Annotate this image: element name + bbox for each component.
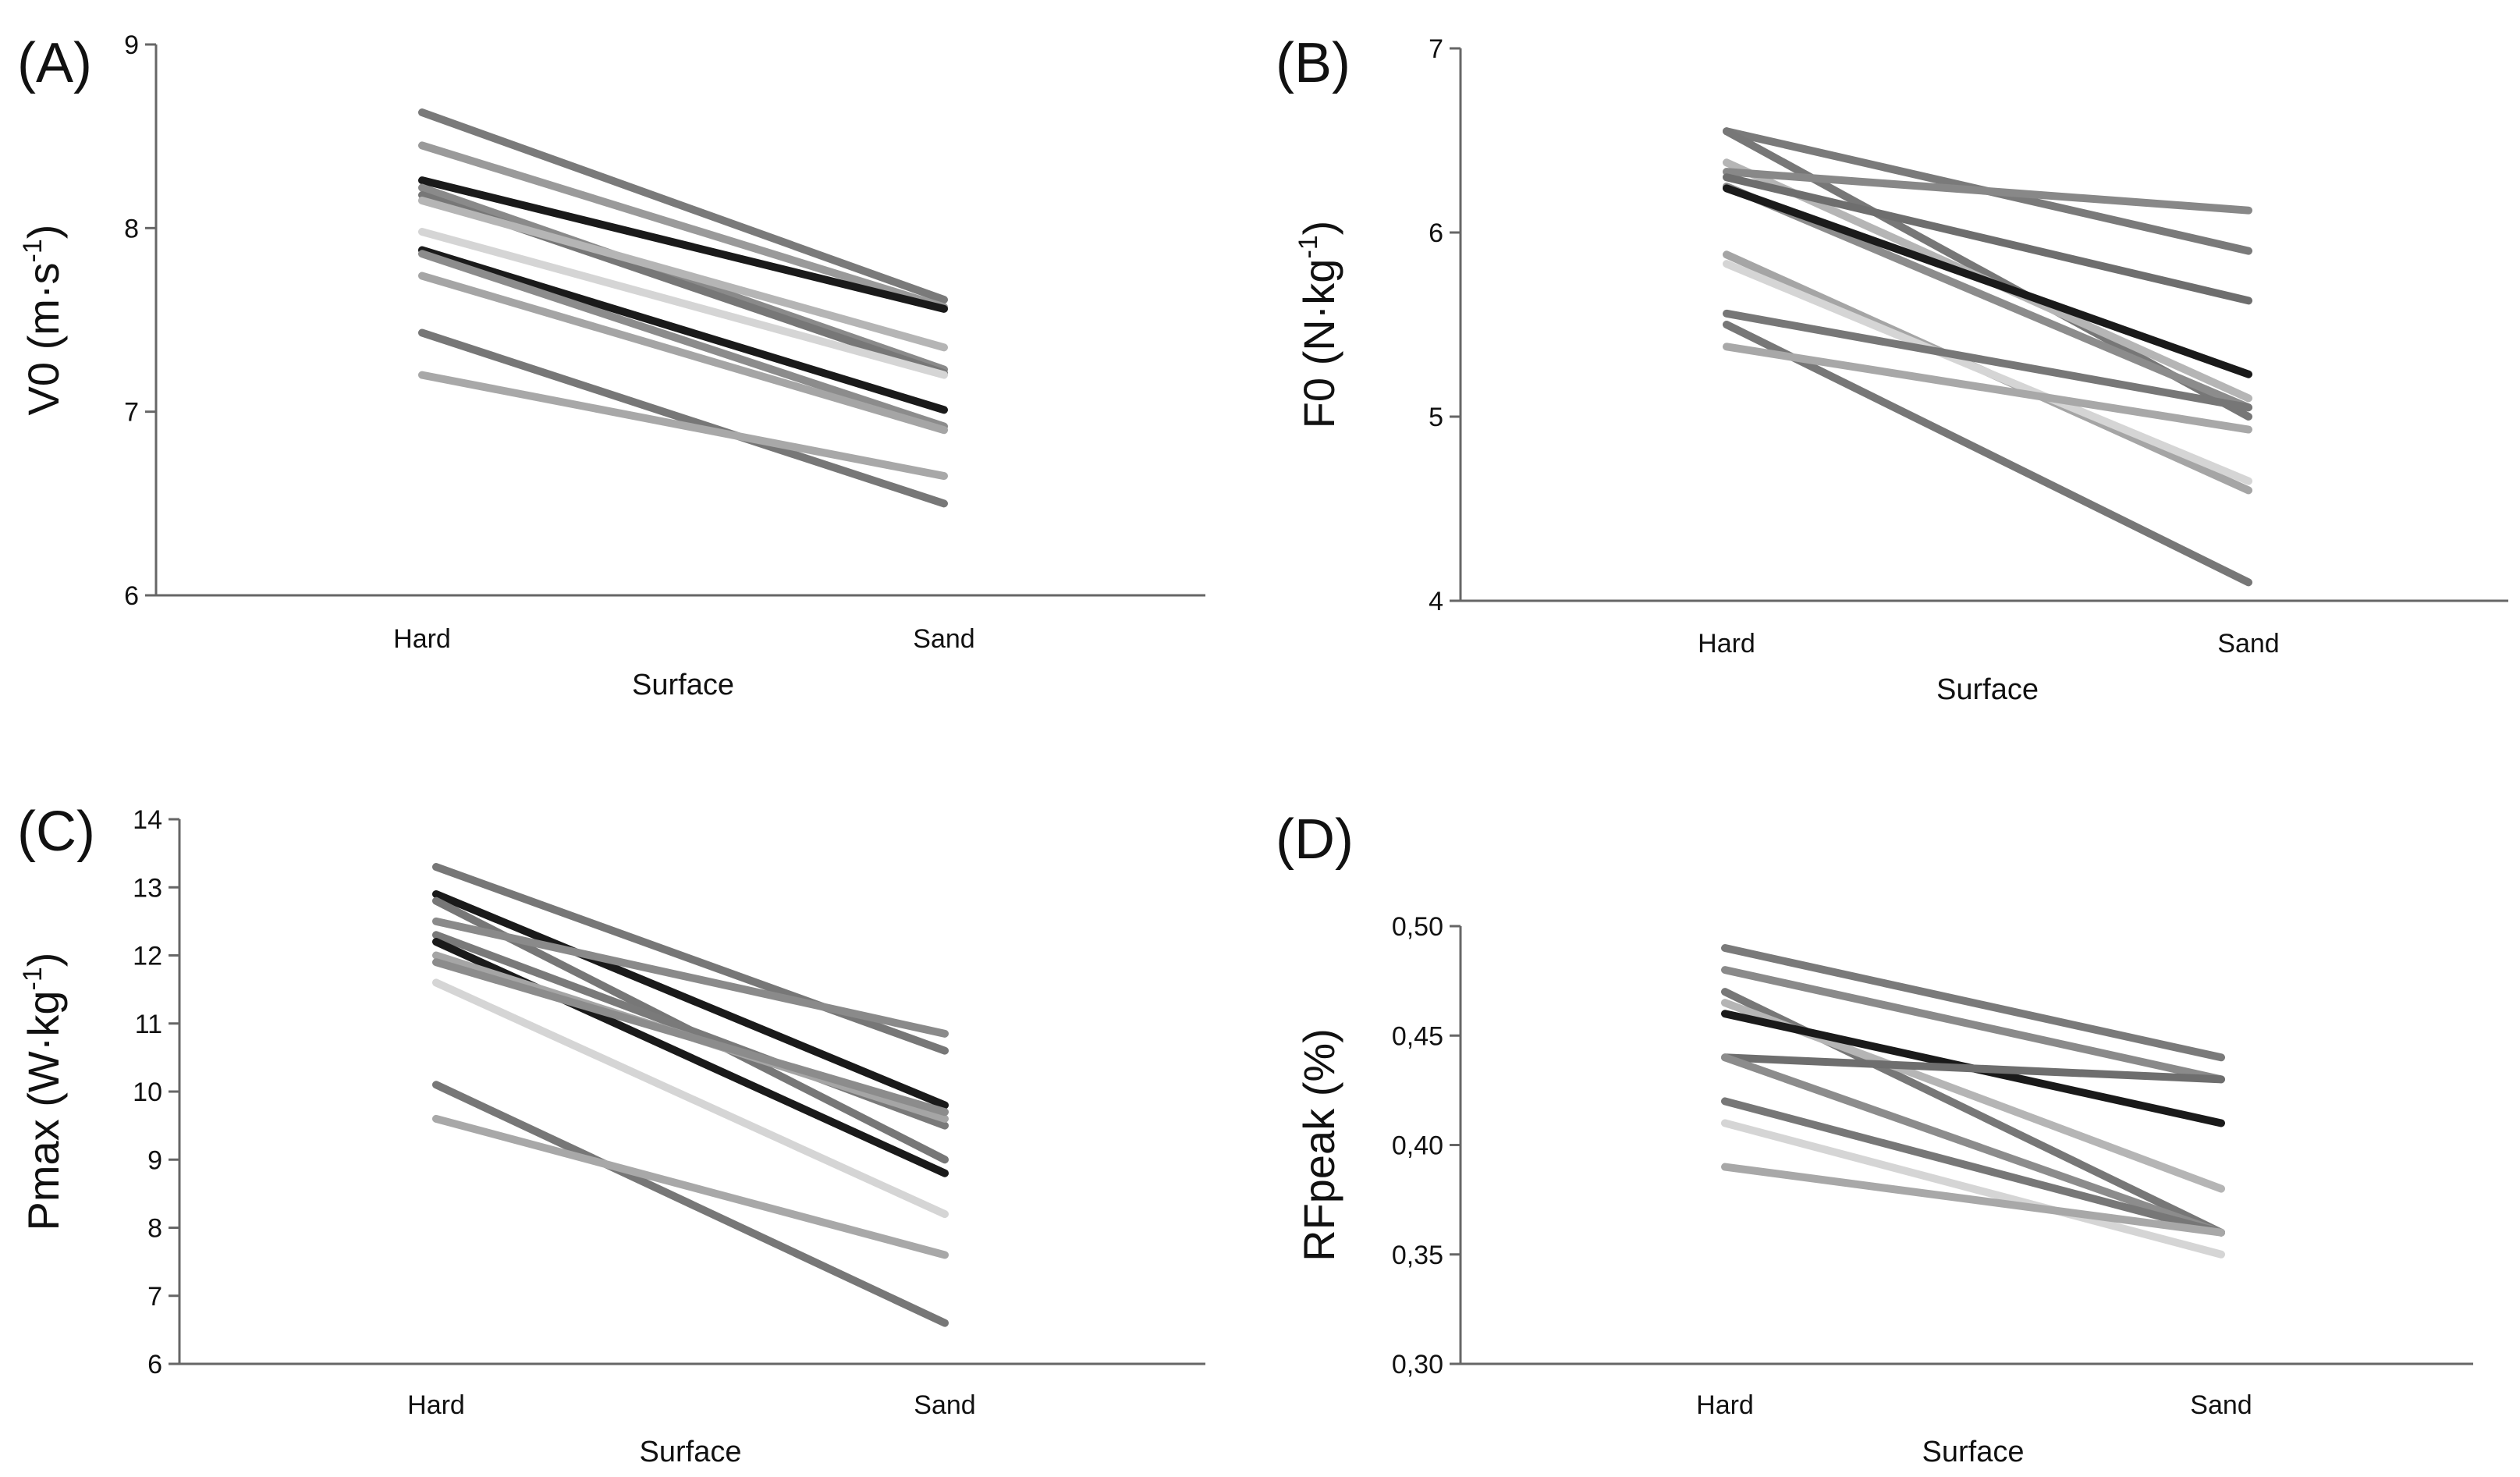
y-tick-label: 11 — [135, 1010, 162, 1039]
series-line-9 — [432, 978, 949, 1219]
series-line-2 — [418, 141, 948, 311]
y-tick-label: 0,40 — [1392, 1131, 1443, 1161]
panel-c: (C) 6 7 8 9 10 11 12 13 14 Hard Sand Surface Pmax (W·… — [17, 801, 1205, 1468]
x-tick-label-sand: Sand — [2190, 1390, 2252, 1420]
series-line-9 — [1723, 260, 2252, 485]
panel-label: (A) — [17, 32, 92, 94]
y-tick-label: 0,45 — [1392, 1021, 1443, 1051]
y-tick-label: 6 — [147, 1350, 162, 1379]
series-line-4 — [418, 183, 948, 374]
series-line-10 — [432, 1081, 949, 1327]
series-line-4 — [432, 917, 949, 1038]
y-tick-label: 14 — [133, 805, 162, 835]
y-tick-label: 0,50 — [1392, 912, 1443, 942]
panel-d: (D) 0,30 0,35 0,40 0,45 0,50 Hard Sand Surface RF… — [1276, 808, 2473, 1468]
panel-b: (B) 4 5 6 7 Hard Sand Surface F0 (N·kg-1) — [1276, 32, 2508, 706]
y-tick-label: 13 — [133, 873, 162, 903]
series-line-3 — [418, 176, 948, 313]
y-tick-label: 0,35 — [1392, 1241, 1443, 1270]
series-line-8 — [1721, 1097, 2225, 1237]
series-line-12 — [418, 371, 948, 481]
x-axis-title: Surface — [1936, 673, 2039, 706]
series-line-9 — [418, 250, 948, 431]
series-line-6 — [1721, 1053, 2225, 1084]
series-line-7 — [418, 228, 948, 379]
series-line-1 — [418, 108, 948, 304]
series-line-12 — [1723, 343, 2252, 434]
x-tick-label-hard: Hard — [393, 624, 451, 654]
series-line-4 — [1723, 168, 2252, 215]
series-line-7 — [1723, 184, 2252, 378]
series-line-6 — [418, 197, 948, 352]
x-tick-label-sand: Sand — [914, 1390, 975, 1420]
series-line-10 — [1723, 309, 2252, 412]
y-tick-label: 4 — [1429, 587, 1443, 616]
y-axis-title: V0 (m·s-1) — [18, 225, 68, 416]
x-tick-label-sand: Sand — [913, 624, 974, 654]
x-axis-title: Surface — [640, 1436, 742, 1468]
y-axis-title: RFpeak (%) — [1294, 1028, 1343, 1262]
series-line-9 — [1721, 1119, 2225, 1259]
series-line-11 — [432, 1114, 949, 1259]
y-tick-label: 5 — [1429, 403, 1443, 432]
y-tick-label: 7 — [147, 1282, 162, 1312]
series-line-8 — [432, 958, 949, 1117]
series-line-7 — [1721, 1053, 2225, 1237]
x-tick-label-hard: Hard — [1698, 629, 1755, 659]
series-line-11 — [1723, 321, 2252, 587]
series-line-8 — [418, 246, 948, 414]
y-tick-label: 10 — [133, 1078, 162, 1107]
series-line-5 — [1723, 173, 2252, 305]
y-tick-label: 6 — [1429, 218, 1443, 248]
series-line-1 — [432, 863, 949, 1055]
series-line-2 — [1721, 966, 2225, 1084]
y-tick-label: 8 — [124, 214, 139, 243]
y-tick-label: 9 — [147, 1145, 162, 1175]
y-tick-label: 7 — [124, 398, 139, 428]
panel-label: (C) — [17, 801, 95, 863]
y-tick-label: 6 — [124, 581, 139, 611]
y-tick-label: 9 — [124, 30, 139, 60]
x-tick-label-hard: Hard — [407, 1390, 465, 1420]
y-tick-label: 12 — [133, 942, 162, 971]
series-line-2 — [432, 889, 949, 1110]
series-line-10 — [418, 272, 948, 435]
panel-label: (D) — [1276, 808, 1354, 871]
series-line-11 — [418, 328, 948, 508]
series-line-1 — [1721, 944, 2225, 1062]
y-tick-label: 8 — [147, 1214, 162, 1244]
x-axis-title: Surface — [1922, 1436, 2025, 1468]
x-tick-label-sand: Sand — [2217, 629, 2279, 659]
y-tick-label: 0,30 — [1392, 1350, 1443, 1379]
x-axis-title: Surface — [632, 669, 734, 701]
x-tick-label-hard: Hard — [1696, 1390, 1754, 1420]
panel-a: (A) 6 7 8 9 Hard Sand Surface V0 (m·s-1) — [17, 30, 1205, 701]
y-axis-title: Pmax (W·kg-1) — [18, 953, 68, 1231]
y-axis-title: F0 (N·kg-1) — [1294, 221, 1343, 429]
y-tick-label: 7 — [1429, 34, 1443, 64]
series-line-10 — [1721, 1163, 2225, 1237]
panel-label: (B) — [1276, 32, 1351, 94]
